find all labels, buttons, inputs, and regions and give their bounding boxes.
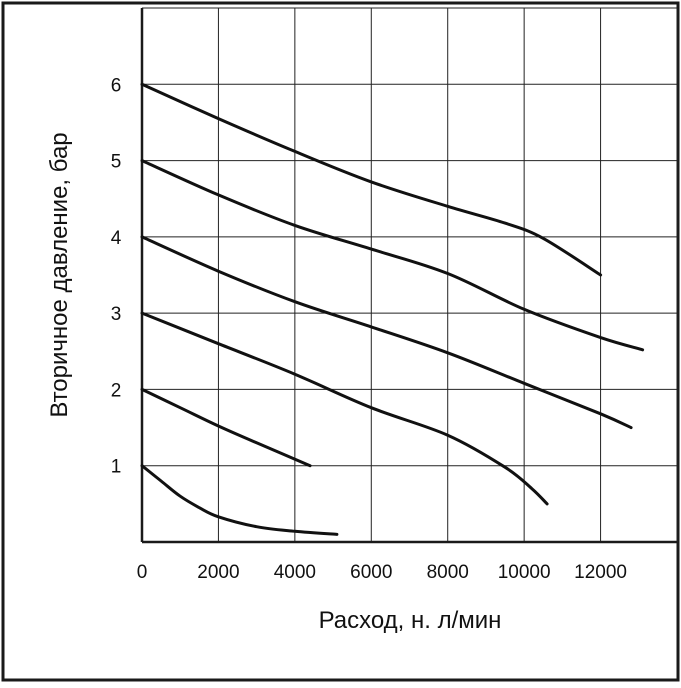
- x-tick-label: 4000: [274, 562, 316, 583]
- x-tick-label: 8000: [427, 562, 469, 583]
- series-line-4: [140, 235, 633, 430]
- y-axis-title: Вторичное давление, бар: [46, 132, 73, 417]
- series-line-1: [140, 464, 339, 536]
- x-tick-label: 10000: [498, 562, 551, 583]
- y-tick-label: 6: [111, 75, 122, 96]
- x-tick-label: 2000: [197, 562, 239, 583]
- series-line-6: [140, 82, 603, 277]
- tick-labels: 0 2000 4000 6000 8000 10000 12000 1 2 3 4 5 6: [111, 75, 627, 583]
- x-axis-title: Расход, н. л/мин: [319, 607, 502, 634]
- y-tick-label: 5: [111, 152, 122, 173]
- y-tick-label: 1: [111, 457, 122, 478]
- x-tick-label: 12000: [574, 562, 627, 583]
- series-line-3: [140, 311, 549, 506]
- series-line-2: [140, 387, 312, 468]
- axes: [140, 8, 677, 544]
- grid: [142, 7, 678, 542]
- y-tick-label: 4: [111, 228, 122, 249]
- x-tick-label: 6000: [350, 562, 392, 583]
- series-group: [140, 82, 645, 536]
- y-tick-label: 3: [111, 304, 122, 325]
- x-tick-label: 0: [137, 562, 148, 583]
- y-tick-label: 2: [111, 380, 122, 401]
- series-line-5: [140, 159, 645, 352]
